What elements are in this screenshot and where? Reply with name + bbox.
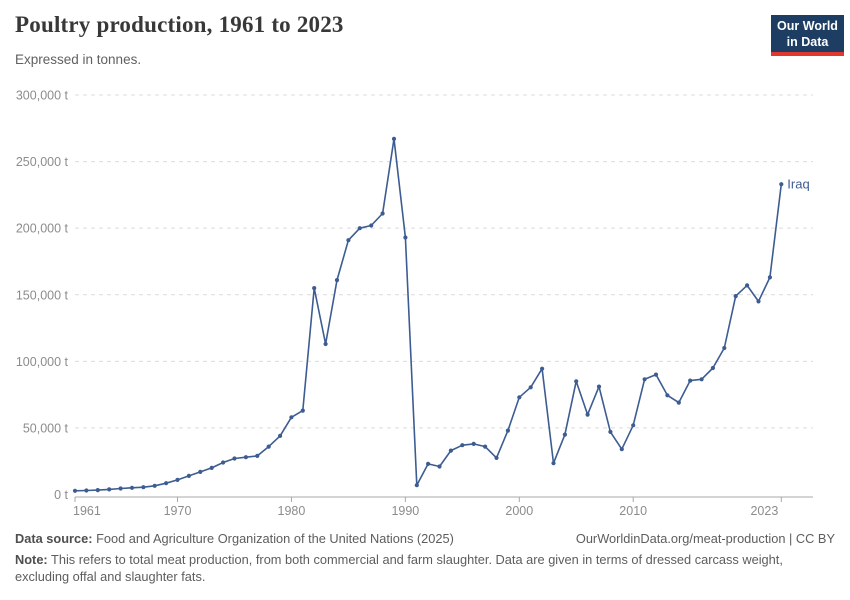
entity-label[interactable]: Iraq: [787, 177, 809, 192]
data-source: Data source: Food and Agriculture Organi…: [15, 530, 454, 548]
data-point[interactable]: [505, 428, 510, 433]
data-point[interactable]: [391, 136, 397, 141]
data-point[interactable]: [779, 182, 784, 187]
chart-footer: Data source: Food and Agriculture Organi…: [15, 530, 835, 586]
data-point[interactable]: [95, 488, 100, 493]
x-axis-tick-label: 1990: [391, 504, 419, 518]
data-point[interactable]: [745, 283, 750, 288]
y-axis-tick-label: 100,000 t: [16, 355, 69, 369]
x-axis-tick-label: 2000: [505, 504, 533, 518]
data-point[interactable]: [232, 456, 237, 461]
data-point[interactable]: [483, 444, 488, 449]
data-point[interactable]: [767, 275, 773, 280]
data-point[interactable]: [255, 453, 260, 458]
data-point[interactable]: [448, 448, 453, 453]
note-label: Note:: [15, 551, 48, 567]
x-axis-tick-label: 1970: [164, 504, 192, 518]
data-point[interactable]: [266, 444, 271, 449]
data-point[interactable]: [118, 486, 123, 491]
data-point[interactable]: [540, 366, 545, 371]
series-line[interactable]: [74, 138, 783, 492]
data-point[interactable]: [471, 441, 476, 446]
data-point[interactable]: [699, 377, 704, 382]
data-point[interactable]: [665, 393, 670, 398]
data-point[interactable]: [289, 415, 294, 420]
data-point[interactable]: [346, 238, 351, 243]
owid-logo-line2: in Data: [786, 35, 829, 49]
data-point[interactable]: [141, 485, 146, 490]
x-axis-tick-label: 1980: [278, 504, 306, 518]
x-axis-tick-label: 2023: [750, 504, 778, 518]
data-point[interactable]: [129, 485, 135, 490]
x-axis-tick-label: 1961: [73, 504, 101, 518]
data-point[interactable]: [278, 433, 283, 438]
data-point[interactable]: [494, 455, 499, 460]
data-point[interactable]: [300, 408, 305, 413]
data-point[interactable]: [733, 294, 738, 299]
data-point[interactable]: [460, 443, 465, 448]
data-point[interactable]: [84, 488, 89, 493]
data-point[interactable]: [596, 384, 602, 389]
note-text: This refers to total meat production, fr…: [15, 551, 783, 585]
data-point[interactable]: [221, 460, 226, 465]
data-point[interactable]: [437, 464, 442, 469]
owid-cc-link[interactable]: OurWorldinData.org/meat-production | CC …: [575, 531, 835, 546]
data-point[interactable]: [334, 278, 340, 283]
owid-logo-line1: Our World: [777, 19, 838, 33]
data-point[interactable]: [710, 365, 716, 371]
data-point[interactable]: [574, 379, 579, 384]
data-point[interactable]: [722, 345, 727, 351]
data-point[interactable]: [357, 226, 362, 231]
y-axis-tick-label: 0 t: [54, 488, 68, 502]
y-axis-tick-label: 50,000 t: [23, 421, 69, 435]
data-point[interactable]: [528, 385, 533, 390]
data-point[interactable]: [209, 465, 214, 470]
data-point[interactable]: [175, 477, 180, 482]
data-point[interactable]: [676, 400, 681, 405]
data-point[interactable]: [653, 372, 659, 377]
data-point[interactable]: [688, 378, 693, 383]
data-point[interactable]: [323, 341, 328, 347]
data-point[interactable]: [152, 483, 157, 488]
data-point[interactable]: [562, 432, 568, 437]
y-axis-tick-label: 250,000 t: [16, 155, 69, 169]
data-point[interactable]: [107, 487, 112, 492]
line-chart[interactable]: 0 t 50,000 t 100,000 t 150,000 t 200,000 t 25…: [0, 0, 850, 530]
y-axis-tick-label: 300,000 t: [16, 89, 69, 103]
data-point[interactable]: [585, 412, 590, 417]
x-axis-tick-label: 2010: [619, 504, 647, 518]
data-point[interactable]: [517, 395, 522, 400]
data-point[interactable]: [312, 286, 317, 291]
data-source-label: Data source:: [15, 531, 93, 546]
data-point[interactable]: [380, 211, 385, 216]
data-point[interactable]: [426, 461, 431, 466]
y-axis-tick-label: 150,000 t: [16, 288, 69, 302]
y-axis-tick-label: 200,000 t: [16, 222, 69, 236]
data-point[interactable]: [72, 488, 78, 493]
data-point[interactable]: [414, 483, 419, 488]
data-point[interactable]: [164, 481, 169, 486]
data-point[interactable]: [642, 377, 647, 382]
data-point[interactable]: [619, 447, 624, 452]
data-point[interactable]: [198, 469, 203, 474]
owid-logo[interactable]: Our World in Data: [771, 15, 844, 56]
data-point[interactable]: [243, 455, 248, 460]
data-point[interactable]: [608, 429, 613, 434]
data-point[interactable]: [186, 473, 191, 478]
data-point[interactable]: [369, 223, 374, 228]
data-source-text: Food and Agriculture Organization of the…: [92, 531, 454, 546]
data-point[interactable]: [403, 235, 408, 240]
data-point[interactable]: [551, 461, 556, 466]
data-point[interactable]: [631, 423, 636, 428]
data-point[interactable]: [756, 299, 761, 304]
chart-subtitle: Expressed in tonnes.: [15, 52, 142, 67]
page-title: Poultry production, 1961 to 2023: [15, 12, 344, 37]
chart-note: Note: This refers to total meat producti…: [15, 551, 815, 586]
